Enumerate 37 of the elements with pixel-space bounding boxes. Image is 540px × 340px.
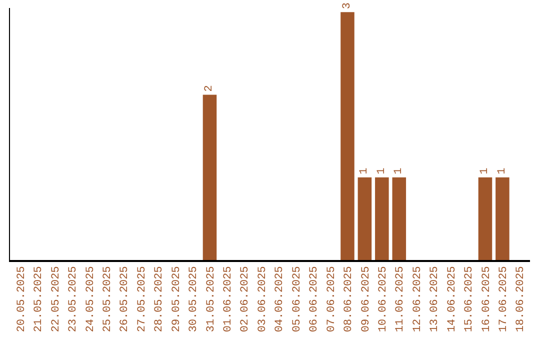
x-tick-label: 13.06.2025 — [429, 266, 442, 332]
x-tick-label: 16.06.2025 — [480, 266, 493, 332]
x-tick-label: 30.05.2025 — [188, 266, 200, 332]
x-tick-label: 08.06.2025 — [343, 266, 356, 332]
data-label: 1 — [479, 167, 492, 174]
x-tick-label: 23.05.2025 — [68, 266, 80, 332]
x-tick-label: 21.05.2025 — [33, 266, 46, 332]
x-tick-label: 17.06.2025 — [498, 266, 510, 332]
data-label: 2 — [204, 85, 216, 92]
x-tick-label: 10.06.2025 — [377, 266, 390, 332]
x-tick-label: 26.05.2025 — [119, 266, 132, 332]
data-label: 1 — [358, 167, 371, 174]
x-tick-label: 27.05.2025 — [136, 266, 148, 332]
x-tick-label: 31.05.2025 — [205, 266, 218, 332]
x-tick-label: 25.05.2025 — [102, 266, 114, 332]
x-tick-label: 05.06.2025 — [291, 266, 304, 332]
x-tick-label: 22.05.2025 — [50, 266, 62, 332]
data-label: 3 — [341, 2, 354, 10]
x-tick-label: 01.06.2025 — [222, 266, 235, 332]
x-tick-label: 28.05.2025 — [154, 266, 166, 332]
data-label: 1 — [376, 167, 388, 174]
x-tick-label: 20.05.2025 — [16, 266, 28, 332]
x-tick-label: 24.05.2025 — [84, 266, 97, 332]
x-tick-label: 06.06.2025 — [308, 266, 321, 332]
x-tick-label: 15.06.2025 — [464, 266, 476, 332]
x-tick-label: 12.06.2025 — [412, 266, 424, 332]
x-tick-label: 14.06.2025 — [446, 266, 458, 332]
x-tick-label: 02.06.2025 — [240, 266, 252, 332]
data-label: 1 — [393, 167, 406, 174]
x-tick-label: 04.06.2025 — [274, 266, 286, 332]
data-label: 1 — [496, 167, 508, 174]
x-tick-label: 09.06.2025 — [360, 266, 372, 332]
x-tick-label: 29.05.2025 — [170, 266, 183, 332]
x-tick-label: 07.06.2025 — [326, 266, 338, 332]
x-tick-label: 03.06.2025 — [256, 266, 269, 332]
x-tick-label: 18.06.2025 — [515, 266, 528, 332]
x-tick-label: 11.06.2025 — [394, 266, 407, 332]
